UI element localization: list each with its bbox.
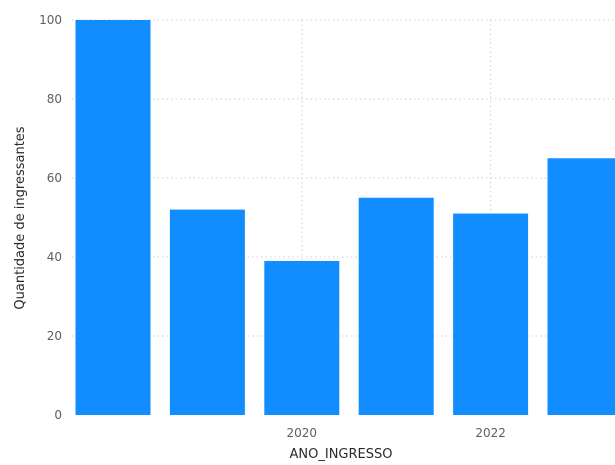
- bar-2023[interactable]: [547, 158, 615, 415]
- y-tick-label: 0: [54, 408, 62, 422]
- bar-2020[interactable]: [264, 260, 340, 415]
- grid-lines: [72, 19, 615, 415]
- y-tick-label: 20: [47, 329, 62, 343]
- bar-2019[interactable]: [169, 209, 245, 415]
- y-tick-label: 40: [47, 250, 62, 264]
- y-axis-ticks: 0 20 40 60 80 100: [39, 13, 62, 422]
- y-tick-label: 60: [47, 171, 62, 185]
- x-axis-ticks: 202020222024: [287, 426, 506, 440]
- y-tick-label: 80: [47, 92, 62, 106]
- bar-2022[interactable]: [453, 213, 529, 415]
- bar-2021[interactable]: [358, 197, 434, 415]
- x-tick-label: 2020: [287, 426, 318, 440]
- y-tick-label: 100: [39, 13, 62, 27]
- x-axis-title: ANO_INGRESSO: [290, 447, 393, 462]
- bars: [75, 20, 615, 415]
- x-tick-label: 2022: [475, 426, 506, 440]
- bar-2018[interactable]: [75, 20, 151, 415]
- y-axis-title: Quantidade de ingressantes: [13, 126, 28, 309]
